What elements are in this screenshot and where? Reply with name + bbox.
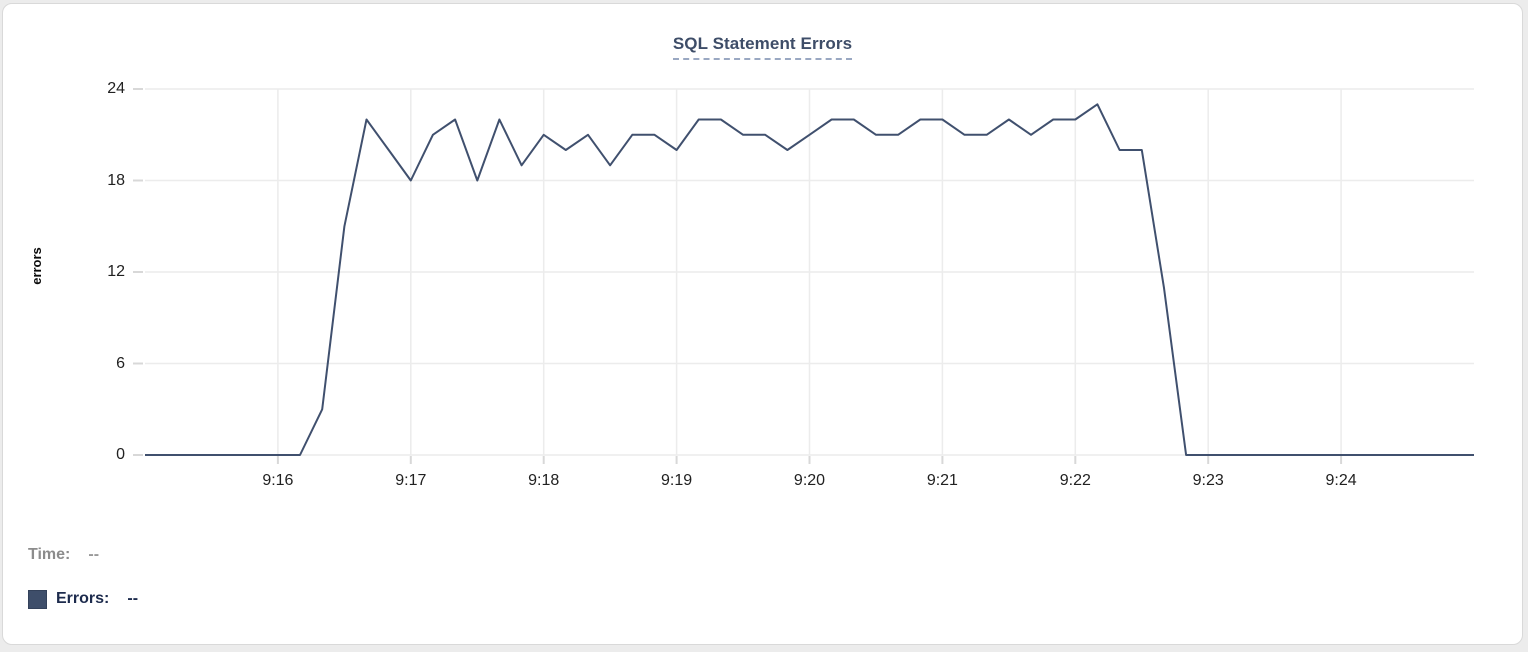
x-tick-label: 9:17 [395,472,427,489]
chart-footer: Time: -- Errors: -- [28,544,138,610]
y-tick-label: 6 [116,354,125,372]
errors-label: Errors: [56,590,110,607]
time-label: Time: [28,546,71,563]
chart-card: SQL Statement Errors errors 0 6 12 18 24 9:16… [2,3,1523,645]
legend-item-errors[interactable]: Errors: -- [28,588,138,610]
errors-series-swatch [28,589,47,609]
line-chart-plot[interactable] [3,4,1528,514]
x-tick-label: 9:21 [926,472,958,489]
x-tick-label: 9:18 [528,472,560,489]
x-tick-label: 9:22 [1059,472,1091,489]
x-tick-label: 9:19 [661,472,693,489]
time-value: -- [88,546,100,563]
y-tick-label: 0 [116,446,125,463]
chart-area: errors 0 6 12 18 24 9:16 9:17 9:18 9:19 9:20 9:21 9… [3,4,1528,514]
chart-header: SQL Statement Errors [3,34,1522,60]
x-tick-label: 9:24 [1325,472,1357,489]
series-line-errors [145,103,1474,456]
y-tick-label: 24 [107,80,125,97]
x-tick-label: 9:16 [262,472,294,489]
x-tick-label: 9:23 [1192,472,1224,489]
x-tick-label: 9:20 [793,472,826,489]
hover-time-readout: Time: -- [28,544,138,566]
chart-title[interactable]: SQL Statement Errors [672,34,853,60]
errors-value: -- [127,590,139,607]
y-tick-label: 18 [107,171,125,189]
y-tick-label: 12 [107,263,125,280]
